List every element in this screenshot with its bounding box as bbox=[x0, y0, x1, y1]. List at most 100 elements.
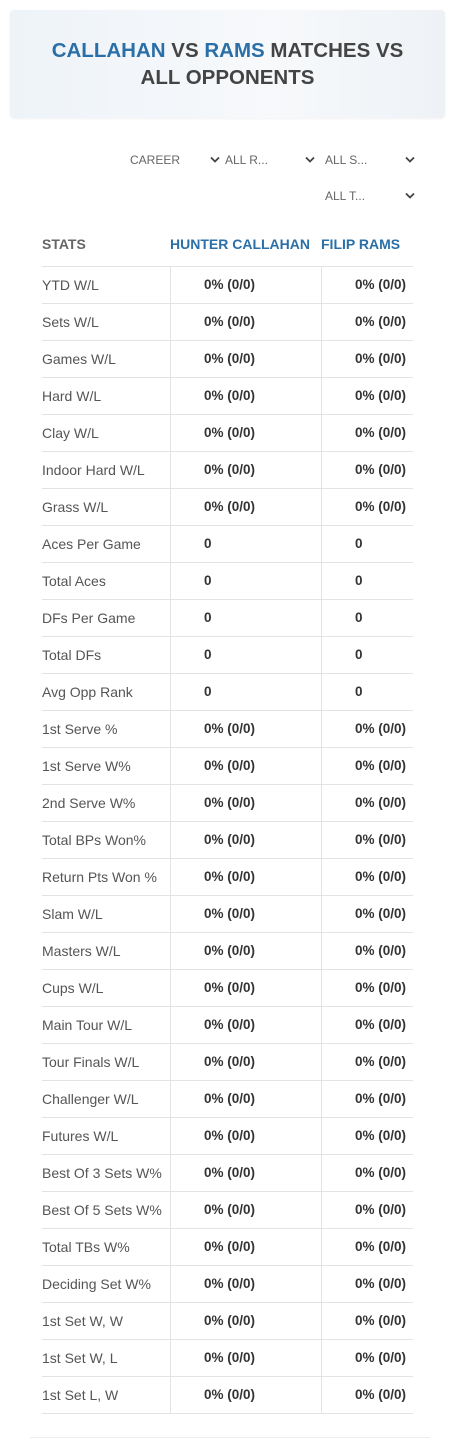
table-row: 1st Serve % 0% (0/0) 0% (0/0) bbox=[42, 711, 413, 748]
chevron bbox=[405, 156, 415, 163]
table-row: Cups W/L 0% (0/0) 0% (0/0) bbox=[42, 970, 413, 1007]
filter-label: ALL S... bbox=[325, 153, 368, 167]
stat-value: 0% (0/0) bbox=[321, 452, 413, 488]
stat-value: 0% (0/0) bbox=[321, 1266, 413, 1302]
table-row: YTD W/L 0% (0/0) 0% (0/0) bbox=[42, 267, 413, 304]
stat-value: 0% (0/0) bbox=[170, 859, 321, 895]
stat-value: 0% (0/0) bbox=[321, 1044, 413, 1080]
stat-label: Challenger W/L bbox=[42, 1091, 139, 1107]
stat-label: Grass W/L bbox=[42, 499, 109, 515]
table-row: Total BPs Won% 0% (0/0) 0% (0/0) bbox=[42, 822, 413, 859]
filter-dropdown[interactable]: CAREER bbox=[130, 145, 220, 175]
filter-label: CAREER bbox=[130, 153, 181, 167]
stat-value: 0% (0/0) bbox=[321, 1340, 413, 1376]
chevron bbox=[405, 192, 415, 199]
stat-label: Games W/L bbox=[42, 351, 116, 367]
stat-value: 0 bbox=[170, 674, 321, 710]
stat-value: 0% (0/0) bbox=[170, 1340, 321, 1376]
stat-value: 0% (0/0) bbox=[170, 748, 321, 784]
filter-dropdown[interactable]: ALL S... bbox=[325, 145, 415, 175]
table-row: Sets W/L 0% (0/0) 0% (0/0) bbox=[42, 304, 413, 341]
table-row: Slam W/L 0% (0/0) 0% (0/0) bbox=[42, 896, 413, 933]
stat-value: 0% (0/0) bbox=[170, 711, 321, 747]
stat-value: 0% (0/0) bbox=[321, 785, 413, 821]
stat-value: 0% (0/0) bbox=[321, 341, 413, 377]
stat-value: 0% (0/0) bbox=[170, 304, 321, 340]
table-row: 1st Set W, L 0% (0/0) 0% (0/0) bbox=[42, 1340, 413, 1377]
stat-value: 0% (0/0) bbox=[321, 896, 413, 932]
column-header: STATS bbox=[42, 236, 86, 252]
stats-table: STATS HUNTER CALLAHAN FILIP RAMS YTD W/L 0% … bbox=[42, 222, 413, 1414]
stat-value: 0% (0/0) bbox=[321, 1377, 413, 1413]
table-row: Indoor Hard W/L 0% (0/0) 0% (0/0) bbox=[42, 452, 413, 489]
stat-value: 0% (0/0) bbox=[170, 822, 321, 858]
title: CALLAHAN VS RAMS MATCHES VS ALL OPPONENT… bbox=[30, 37, 425, 91]
stat-label: Slam W/L bbox=[42, 906, 103, 922]
stat-value: 0% (0/0) bbox=[170, 1192, 321, 1228]
stat-label: Cups W/L bbox=[42, 980, 104, 996]
header-card: CALLAHAN VS RAMS MATCHES VS ALL OPPONENT… bbox=[10, 10, 445, 118]
filter-label: ALL T... bbox=[325, 189, 366, 203]
table-row: 2nd Serve W% 0% (0/0) 0% (0/0) bbox=[42, 785, 413, 822]
stat-label: DFs Per Game bbox=[42, 610, 136, 626]
filter-dropdown[interactable]: ALL R... bbox=[225, 145, 315, 175]
table-row: Best Of 3 Sets W% 0% (0/0) 0% (0/0) bbox=[42, 1155, 413, 1192]
stat-label: Tour Finals W/L bbox=[42, 1054, 140, 1070]
stat-value: 0% (0/0) bbox=[321, 1192, 413, 1228]
table-row: Total Aces 0 0 bbox=[42, 563, 413, 600]
stat-value: 0% (0/0) bbox=[321, 859, 413, 895]
stat-label: 1st Set W, W bbox=[42, 1313, 123, 1329]
table-row: 1st Set W, W 0% (0/0) 0% (0/0) bbox=[42, 1303, 413, 1340]
stat-value: 0% (0/0) bbox=[321, 304, 413, 340]
stat-value: 0% (0/0) bbox=[170, 970, 321, 1006]
stat-value: 0% (0/0) bbox=[170, 1229, 321, 1265]
filter-dropdown[interactable]: ALL T... bbox=[325, 181, 415, 211]
stat-value: 0% (0/0) bbox=[170, 1155, 321, 1191]
stat-value: 0% (0/0) bbox=[321, 1303, 413, 1339]
stat-label: 1st Serve % bbox=[42, 721, 118, 737]
stat-value: 0% (0/0) bbox=[170, 489, 321, 525]
table-row: Main Tour W/L 0% (0/0) 0% (0/0) bbox=[42, 1007, 413, 1044]
column-header: HUNTER CALLAHAN bbox=[170, 236, 310, 252]
stat-value: 0% (0/0) bbox=[321, 1229, 413, 1265]
title-player2: RAMS bbox=[204, 39, 265, 62]
stat-label: Main Tour W/L bbox=[42, 1017, 132, 1033]
stat-value: 0% (0/0) bbox=[170, 785, 321, 821]
stat-label: Return Pts Won % bbox=[42, 869, 157, 885]
stat-value: 0% (0/0) bbox=[321, 489, 413, 525]
stat-value: 0 bbox=[170, 600, 321, 636]
table-row: Grass W/L 0% (0/0) 0% (0/0) bbox=[42, 489, 413, 526]
stat-label: Total BPs Won% bbox=[42, 832, 147, 848]
chevron bbox=[305, 156, 315, 163]
divider bbox=[30, 1437, 430, 1438]
stat-value: 0 bbox=[170, 637, 321, 673]
stat-value: 0% (0/0) bbox=[170, 1266, 321, 1302]
stat-value: 0 bbox=[321, 674, 413, 710]
table-row: 1st Serve W% 0% (0/0) 0% (0/0) bbox=[42, 748, 413, 785]
stat-label: Avg Opp Rank bbox=[42, 684, 133, 700]
stat-value: 0 bbox=[321, 600, 413, 636]
stat-label: 1st Serve W% bbox=[42, 758, 131, 774]
stat-label: Sets W/L bbox=[42, 314, 99, 330]
stat-label: Indoor Hard W/L bbox=[42, 462, 145, 478]
stat-value: 0% (0/0) bbox=[321, 1155, 413, 1191]
stat-value: 0% (0/0) bbox=[321, 415, 413, 451]
table-row: Tour Finals W/L 0% (0/0) 0% (0/0) bbox=[42, 1044, 413, 1081]
stat-value: 0% (0/0) bbox=[170, 267, 321, 303]
stat-value: 0% (0/0) bbox=[321, 267, 413, 303]
table-row: Total DFs 0 0 bbox=[42, 637, 413, 674]
stat-label: Total Aces bbox=[42, 573, 106, 589]
stat-label: Hard W/L bbox=[42, 388, 102, 404]
stat-value: 0% (0/0) bbox=[321, 1007, 413, 1043]
stat-value: 0 bbox=[170, 526, 321, 562]
table-row: Deciding Set W% 0% (0/0) 0% (0/0) bbox=[42, 1266, 413, 1303]
title-vs: VS bbox=[171, 39, 199, 62]
stat-label: 1st Set L, W bbox=[42, 1387, 119, 1403]
stat-value: 0% (0/0) bbox=[321, 822, 413, 858]
stat-value: 0 bbox=[321, 526, 413, 562]
stat-label: Deciding Set W% bbox=[42, 1276, 151, 1292]
table-row: Challenger W/L 0% (0/0) 0% (0/0) bbox=[42, 1081, 413, 1118]
stat-label: YTD W/L bbox=[42, 277, 99, 293]
column-header: FILIP RAMS bbox=[321, 236, 401, 252]
table-row: Avg Opp Rank 0 0 bbox=[42, 674, 413, 711]
